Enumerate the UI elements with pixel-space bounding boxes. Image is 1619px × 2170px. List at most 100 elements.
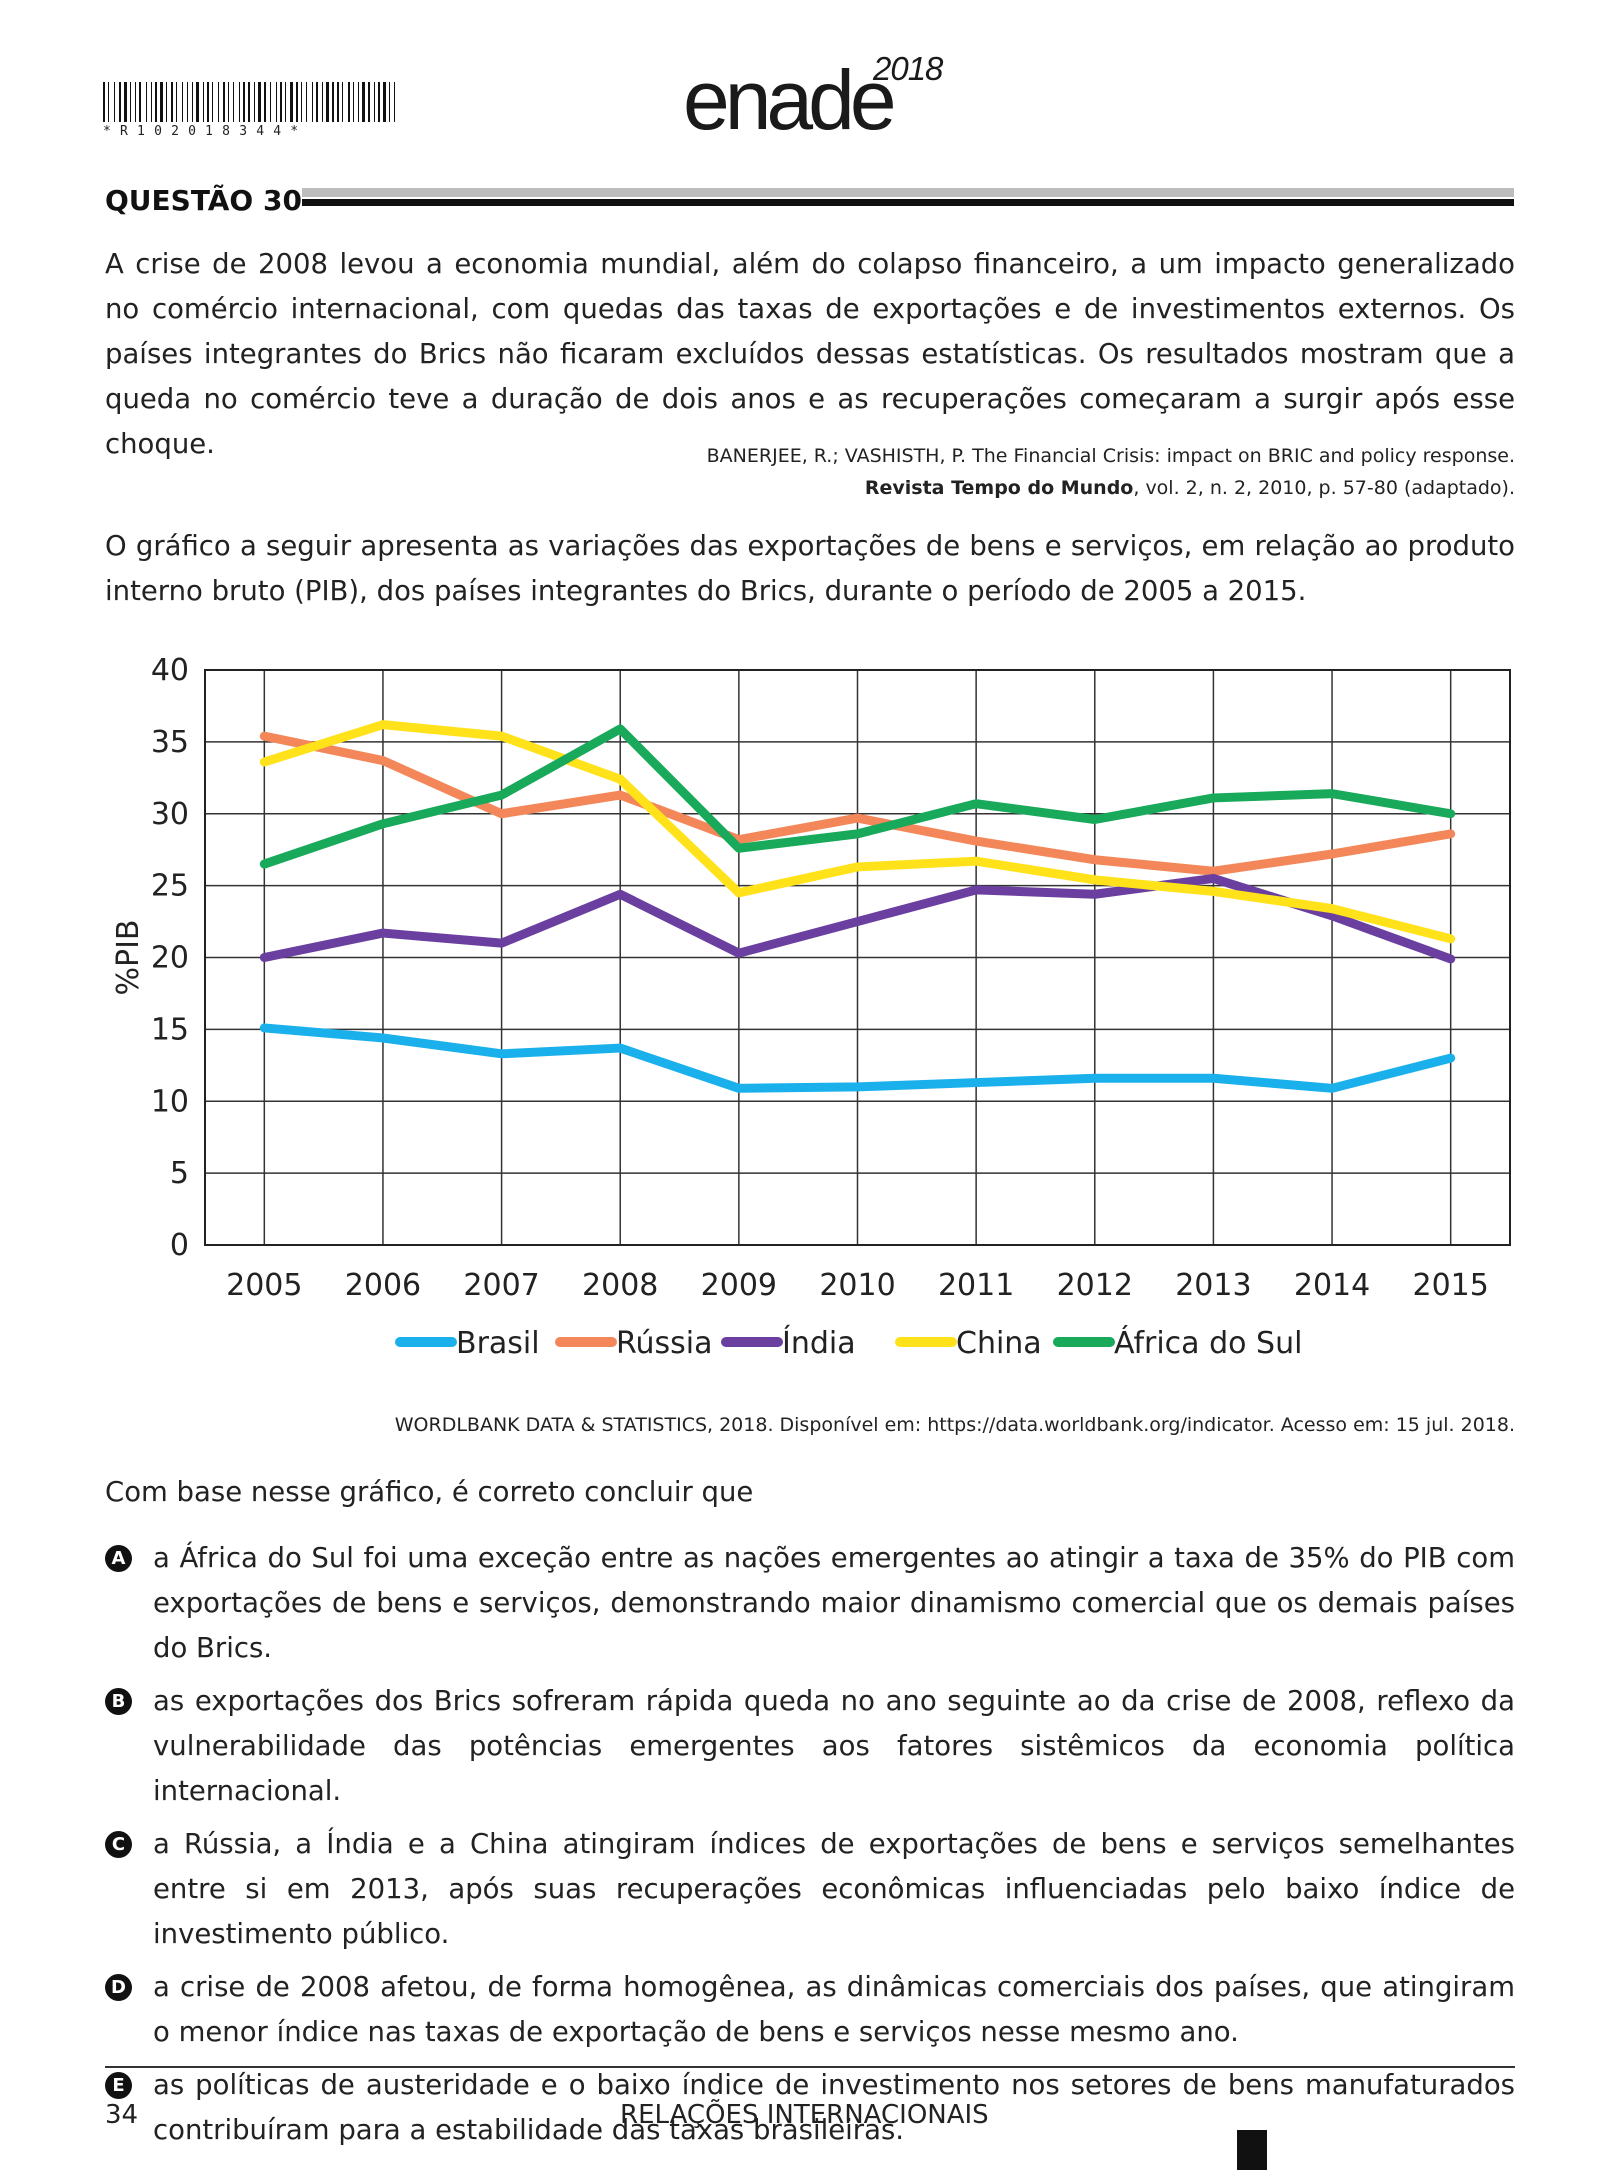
legend-label: África do Sul [1114, 1325, 1302, 1361]
intro-paragraph: A crise de 2008 levou a economia mundial… [105, 242, 1515, 467]
series-line [259, 1023, 1456, 1093]
barcode-bar [264, 82, 266, 122]
option-letter-b: B [105, 1688, 132, 1715]
option-text-e: as políticas de austeridade e o baixo ín… [153, 2069, 1515, 2146]
barcode-bar [119, 82, 121, 122]
barcode-bar [337, 82, 339, 122]
barcode-bar [322, 82, 323, 122]
barcode-bar [182, 82, 183, 122]
barcode-bar [155, 82, 157, 122]
option-e[interactable]: E as políticas de austeridade e o baixo … [105, 2063, 1515, 2153]
option-text-a: a África do Sul foi uma exceção entre as… [153, 1542, 1515, 1664]
line-chart: 0 5 10 15 20 25 30 35 40 2005 2006 2007 2008 2009 2010… [100, 653, 1520, 1379]
barcode-bar [228, 82, 229, 122]
barcode-bar [103, 82, 105, 122]
option-d[interactable]: D a crise de 2008 afetou, de forma homog… [105, 1965, 1515, 2055]
barcode-bar [280, 82, 282, 122]
barcode-bar [389, 82, 390, 122]
barcode-bar [290, 82, 293, 122]
barcode-bar [383, 82, 386, 122]
barcode-bar [378, 82, 380, 122]
option-letter-c: C [105, 1831, 132, 1858]
legend-label: Rússia [616, 1326, 713, 1361]
option-c[interactable]: C a Rússia, a Índia e a China atingiram … [105, 1822, 1515, 1957]
y-tick-label: 35 [151, 725, 189, 760]
reference: BANERJEE, R.; VASHISTH, P. The Financial… [707, 440, 1515, 504]
barcode-bar [135, 82, 136, 122]
barcode-bar [218, 82, 219, 122]
y-tick-label: 20 [151, 941, 189, 976]
reference-details: , vol. 2, n. 2, 2010, p. 57-80 (adaptado… [1133, 477, 1515, 499]
footer-rule [105, 2066, 1515, 2068]
barcode-bar [243, 82, 245, 122]
barcode-bar [326, 82, 329, 122]
y-tick-label: 15 [151, 1012, 189, 1047]
legend-label: China [956, 1326, 1042, 1361]
barcode-bar [239, 82, 240, 122]
barcode-bar [139, 82, 141, 122]
enade-logo: enade 2018 [683, 50, 953, 152]
barcode-bar [306, 82, 307, 122]
x-tick-label: 2015 [1413, 1268, 1489, 1303]
barcode-bar [285, 82, 286, 122]
question-title: QUESTÃO 30 [105, 184, 302, 217]
barcode-bar [296, 82, 298, 122]
x-tick-label: 2014 [1294, 1268, 1370, 1303]
barcode-bar [353, 82, 354, 122]
logo-word: enade [683, 53, 897, 147]
barcode-bar [342, 82, 343, 122]
reference-line2: Revista Tempo do Mundo, vol. 2, n. 2, 20… [707, 472, 1515, 504]
barcode-bar [176, 82, 177, 122]
barcode-bar [301, 82, 302, 122]
barcode-bar [316, 82, 318, 122]
x-tick-label: 2011 [938, 1268, 1014, 1303]
lead-text: Com base nesse gráfico, é correto conclu… [105, 1476, 754, 1508]
barcode-bar [254, 82, 255, 122]
barcode-bar [348, 82, 350, 122]
title-rule-gray [302, 188, 1514, 197]
x-tick-label: 2010 [819, 1268, 895, 1303]
barcode-bar [187, 82, 188, 122]
series-line [259, 720, 1456, 944]
barcode-bar [207, 82, 209, 122]
title-rule-black [302, 199, 1514, 206]
y-tick-label: 25 [151, 869, 189, 904]
barcode-bar [270, 82, 271, 122]
chart-intro-text: O gráfico a seguir apresenta as variaçõe… [105, 530, 1515, 607]
barcode-bar [223, 82, 225, 122]
legend-label: Brasil [456, 1326, 540, 1361]
x-tick-label: 2006 [345, 1268, 421, 1303]
option-text-c: a Rússia, a Índia e a China atingiram ín… [153, 1828, 1515, 1950]
barcode-bar [166, 82, 167, 122]
y-tick-label: 5 [170, 1156, 189, 1191]
x-tick-label: 2009 [701, 1268, 777, 1303]
page-number: 34 [105, 2100, 139, 2130]
barcode-bar [368, 82, 370, 122]
barcode-bar [108, 82, 109, 122]
barcode-bar [276, 82, 277, 122]
barcode-bar [114, 82, 115, 122]
barcode-bar [362, 82, 365, 122]
reference-line1: BANERJEE, R.; VASHISTH, P. The Financial… [706, 445, 1515, 467]
intro-text: A crise de 2008 levou a economia mundial… [105, 248, 1515, 460]
x-tick-label: 2005 [226, 1268, 302, 1303]
option-b[interactable]: B as exportações dos Brics sofreram rápi… [105, 1679, 1515, 1814]
barcode-bar [171, 82, 173, 122]
option-a[interactable]: A a África do Sul foi uma exceção entre … [105, 1536, 1515, 1671]
barcode [103, 82, 395, 122]
legend-label: Índia [782, 1325, 856, 1361]
option-letter-d: D [105, 1974, 132, 2001]
x-tick-label: 2013 [1175, 1268, 1251, 1303]
y-tick-label: 40 [151, 655, 189, 688]
reference-journal: Revista Tempo do Mundo [864, 477, 1134, 499]
barcode-bar [196, 82, 199, 122]
y-tick-label: 10 [151, 1084, 189, 1119]
x-tick-label: 2007 [463, 1268, 539, 1303]
barcode-bar [312, 82, 313, 122]
x-tick-label: 2012 [1057, 1268, 1133, 1303]
barcode-bar [233, 82, 234, 122]
y-axis-label: %PIB [111, 919, 146, 995]
option-text-d: a crise de 2008 afetou, de forma homogên… [153, 1971, 1515, 2048]
option-letter-e: E [105, 2072, 132, 2099]
barcode-bar [358, 82, 359, 122]
